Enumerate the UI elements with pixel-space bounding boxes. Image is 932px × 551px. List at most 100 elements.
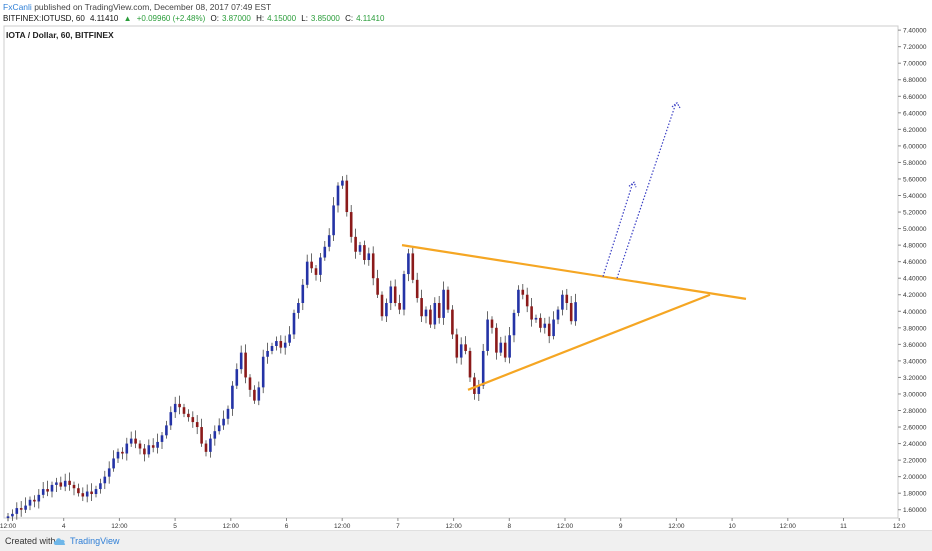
footer-bar: Created with TradingView [0, 530, 932, 551]
candle-body [151, 445, 155, 448]
candle-body [143, 448, 146, 455]
candle-body [552, 319, 555, 337]
candle-body [556, 309, 560, 320]
candle-body [235, 369, 239, 386]
y-tick-label: 3.60000 [903, 342, 927, 349]
candle-body [55, 482, 58, 485]
candle-body [63, 480, 67, 487]
last-price: 4.11410 [90, 14, 119, 23]
y-tick-label: 4.60000 [903, 259, 927, 266]
candle-body [473, 377, 476, 394]
x-tick-label: 8 [507, 523, 511, 530]
y-tick-label: 4.80000 [903, 243, 927, 250]
candle-body [459, 344, 463, 358]
candle-body [310, 261, 313, 269]
candle-body [429, 309, 432, 325]
projection-arrowhead-2 [671, 102, 681, 109]
x-tick-label: 5 [173, 523, 177, 530]
candle-body [15, 508, 19, 514]
y-tick-label: 6.40000 [903, 110, 927, 117]
candle-body [349, 212, 353, 237]
y-tick-label: 7.00000 [903, 61, 927, 68]
candle-body [222, 418, 225, 426]
open-value: 3.87000 [221, 14, 251, 23]
candle-body [112, 458, 115, 469]
candle-body [464, 344, 467, 351]
candle-body [121, 451, 124, 454]
candle-body [354, 236, 357, 252]
y-tick-label: 4.20000 [903, 292, 927, 299]
candle-body [261, 356, 265, 388]
candle-body [451, 309, 454, 335]
candle-body [11, 513, 14, 517]
close-value: 4.11410 [356, 14, 385, 23]
candle-body [376, 278, 379, 295]
candle-body [68, 480, 71, 485]
candle-body [275, 341, 278, 347]
x-tick-label: 4 [62, 523, 66, 530]
candle-body [59, 482, 63, 487]
candle-body [217, 425, 221, 432]
triangle-upper-trendline [401, 244, 747, 300]
candle-body [503, 342, 507, 358]
candle-body [367, 253, 371, 261]
x-tick-label: 12:00 [445, 523, 462, 530]
candle-body [160, 435, 164, 442]
candle-body [327, 235, 331, 247]
candle-body [297, 303, 300, 313]
candle-body [231, 385, 234, 409]
candle-body [257, 387, 261, 401]
candle-body [19, 508, 23, 510]
candle-body [341, 180, 344, 186]
y-tick-label: 1.80000 [903, 491, 927, 498]
candle-body [358, 245, 362, 252]
author-link[interactable]: FxCanli [3, 2, 32, 12]
candle-body [415, 279, 419, 299]
candle-body [226, 408, 230, 419]
candle-body [195, 422, 199, 428]
x-tick-label: 6 [285, 523, 289, 530]
y-tick-label: 6.80000 [903, 77, 927, 84]
publish-info: FxCanli published on TradingView.com, De… [3, 2, 271, 13]
candle-body [345, 180, 349, 213]
candle-body [468, 350, 472, 378]
candle-body [534, 317, 538, 320]
candle-body [380, 294, 384, 317]
high-value: 4.15000 [267, 14, 297, 23]
candle-body [94, 489, 98, 495]
candle-body [77, 488, 80, 494]
tradingview-brand-link[interactable]: TradingView [70, 536, 120, 546]
candle-body [178, 403, 181, 408]
plot-area [3, 25, 899, 519]
candle-body [288, 334, 291, 343]
candle-body [213, 431, 217, 439]
y-tick-label: 3.20000 [903, 375, 927, 382]
candle-body [433, 303, 437, 325]
candle-body [393, 286, 397, 304]
candle-body [50, 484, 54, 492]
y-tick-label: 4.40000 [903, 276, 927, 283]
candle-body [411, 253, 415, 280]
y-tick-label: 6.20000 [903, 127, 927, 134]
candle-body [138, 443, 142, 449]
candle-body [371, 253, 375, 279]
candle-body [116, 451, 120, 459]
candle-body [305, 261, 309, 285]
candle-body [561, 294, 564, 310]
candle-body [81, 493, 85, 497]
candle-body [314, 268, 318, 275]
candle-body [134, 438, 137, 444]
y-tick-label: 3.40000 [903, 358, 927, 365]
candle-body [187, 413, 190, 418]
candle-body [182, 407, 186, 414]
x-tick-label: 11 [840, 523, 847, 530]
candle-body [490, 319, 494, 328]
price-chart[interactable]: 1.60000 1.80000 2.00000 2.20000 2.40000 2.600… [0, 24, 932, 530]
x-tick-label: 12:00 [223, 523, 240, 530]
candle-body [569, 303, 573, 322]
candle-body [539, 317, 542, 328]
x-tick-label: 10 [728, 523, 736, 530]
candle-body [107, 468, 111, 477]
projection-arrowhead-1 [628, 181, 637, 188]
x-tick-label: 12:00 [111, 523, 128, 530]
